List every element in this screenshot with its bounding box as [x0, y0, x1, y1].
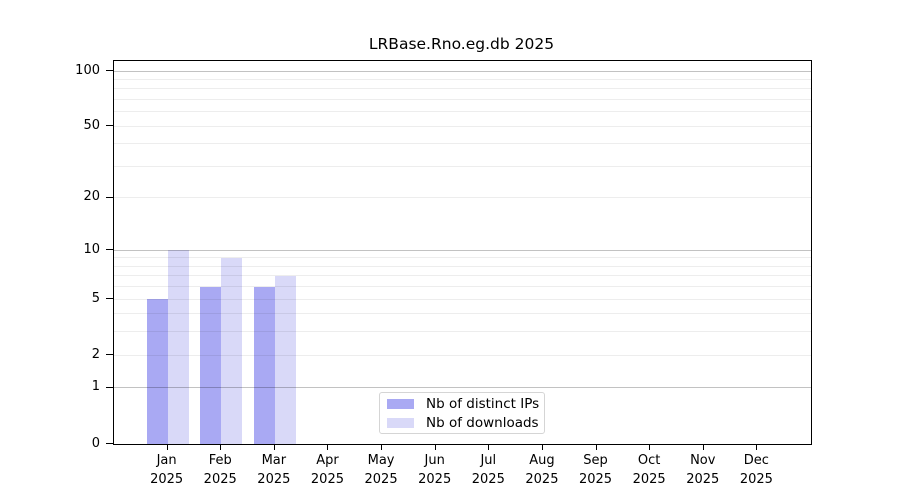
bar-distinct-ips [200, 286, 222, 444]
minor-gridline [114, 257, 811, 259]
x-tick-label: Feb 2025 [203, 453, 237, 487]
y-tick-mark [106, 125, 113, 127]
minor-gridline [114, 98, 811, 100]
minor-gridline [114, 88, 811, 90]
x-tick-label: Jan 2025 [150, 453, 184, 487]
y-tick-label: 0 [91, 435, 100, 451]
major-gridline [114, 249, 811, 251]
minor-gridline [114, 111, 811, 113]
y-tick-mark [106, 249, 113, 251]
x-tick-mark [756, 444, 758, 450]
minor-gridline [114, 265, 811, 267]
y-tick-mark [106, 196, 113, 198]
x-tick-label: Jun 2025 [418, 453, 452, 487]
y-tick-label: 1 [91, 379, 100, 395]
bar-downloads [221, 257, 243, 444]
minor-gridline [114, 165, 811, 167]
minor-gridline [114, 143, 811, 145]
bar-distinct-ips [253, 286, 275, 444]
legend-label-downloads: Nb of downloads [426, 414, 539, 431]
x-tick-mark [595, 444, 597, 450]
minor-gridline [114, 354, 811, 356]
major-gridline [114, 70, 811, 72]
x-tick-label: Nov 2025 [686, 453, 720, 487]
y-tick-mark [106, 443, 113, 444]
x-tick-mark [381, 444, 383, 450]
y-tick-mark [106, 70, 113, 71]
x-tick-label: Aug 2025 [525, 453, 559, 487]
y-tick-mark [106, 354, 113, 356]
major-gridline [114, 387, 811, 389]
minor-gridline [114, 331, 811, 333]
y-tick-label: 10 [83, 241, 100, 257]
y-tick-label: 100 [75, 62, 100, 78]
x-tick-label: Mar 2025 [257, 453, 291, 487]
minor-gridline [114, 275, 811, 277]
x-tick-mark [541, 444, 543, 450]
x-tick-label: Apr 2025 [310, 453, 344, 487]
y-tick-label: 50 [83, 117, 100, 133]
y-tick-mark [106, 298, 113, 300]
x-tick-mark [220, 444, 222, 450]
y-tick-label: 2 [91, 346, 100, 362]
x-tick-label: Jul 2025 [471, 453, 505, 487]
y-tick-label: 5 [91, 290, 100, 306]
bar-distinct-ips [146, 299, 168, 444]
x-tick-label: Dec 2025 [739, 453, 773, 487]
x-tick-mark [702, 444, 704, 450]
x-tick-label: Sep 2025 [578, 453, 613, 487]
minor-gridline [114, 125, 811, 127]
legend-swatch-downloads [387, 417, 414, 428]
legend-item-downloads: Nb of downloads [380, 415, 544, 431]
x-tick-mark [327, 444, 329, 450]
legend: Nb of distinct IPs Nb of downloads [379, 392, 545, 434]
legend-swatch-distinct-ips [387, 398, 414, 409]
x-tick-mark [488, 444, 490, 450]
x-tick-label: Oct 2025 [632, 453, 666, 487]
bar-downloads [167, 250, 189, 444]
x-tick-label: May 2025 [364, 453, 398, 487]
x-tick-mark [649, 444, 651, 450]
bar-downloads [274, 275, 296, 444]
minor-gridline [114, 298, 811, 300]
minor-gridline [114, 197, 811, 199]
legend-item-distinct-ips: Nb of distinct IPs [380, 396, 544, 412]
x-tick-mark [166, 444, 168, 450]
y-tick-label: 20 [83, 189, 100, 205]
x-tick-mark [273, 444, 275, 450]
x-tick-mark [434, 444, 436, 450]
legend-label-distinct-ips: Nb of distinct IPs [426, 395, 540, 412]
chart-title: LRBase.Rno.eg.db 2025 [368, 35, 555, 53]
minor-gridline [114, 313, 811, 315]
minor-gridline [114, 78, 811, 80]
minor-gridline [114, 286, 811, 288]
plot-area [113, 60, 812, 445]
y-tick-mark [106, 386, 113, 388]
